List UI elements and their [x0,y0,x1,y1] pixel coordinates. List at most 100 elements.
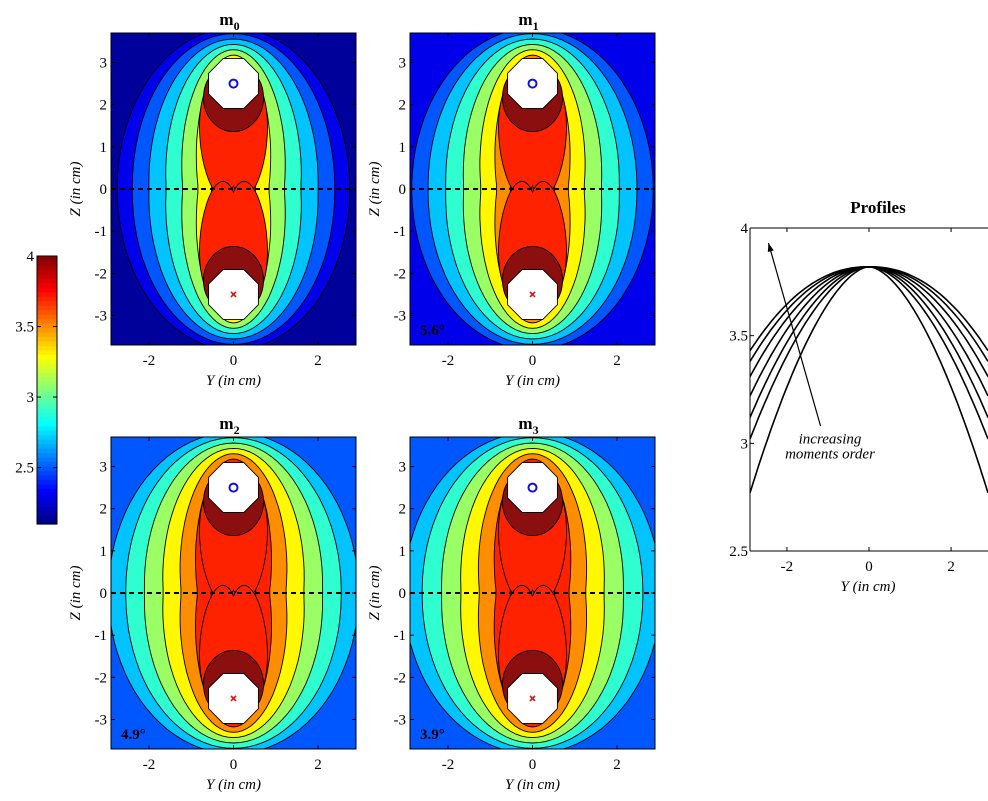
colorbar-segment [37,331,57,337]
y-tick-label: 1 [100,544,108,560]
x-tick-label: 0 [529,353,537,369]
angle-label: 4.9° [121,727,146,743]
y-tick-label: -3 [95,308,108,324]
colorbar-segment [37,479,57,485]
panel-title-subscript: 2 [234,423,240,437]
colorbar-segment [37,327,57,333]
y-tick-label: 3 [100,460,108,476]
x-tick-label: 2 [947,559,955,575]
y-tick-label: -1 [394,628,407,644]
x-axis-label: Y (in cm) [505,373,560,389]
angle-label: 3.9° [420,727,445,743]
annotation-arrowhead [767,243,774,253]
panel-title-subscript: 1 [533,19,539,33]
x-tick-label: 0 [230,353,238,369]
electrode-hole [507,58,558,109]
colorbar-segment [37,390,57,396]
y-tick-label: 0 [100,586,108,602]
electrode-cathode-marker [529,695,536,702]
x-tick-label: 2 [613,757,621,773]
profiles-x-axis-label: Y (in cm) [841,579,896,595]
colorbar-segment [37,519,57,525]
y-tick-label: -1 [95,224,108,240]
x-tick-label: -2 [442,353,455,369]
panel-title-main: m [518,10,532,29]
colorbar-segment [37,296,57,302]
y-tick-label: 3 [100,56,108,72]
electrode-hole [507,462,558,513]
panel-title-subscript: 0 [234,19,240,33]
x-tick-label: 2 [314,757,322,773]
colorbar-frame [36,255,58,525]
colorbar-tick-label: 2.5 [15,461,34,477]
panel-title-main: m [518,414,532,433]
y-tick-label: 3 [741,436,749,452]
profile-curve [750,266,988,352]
y-tick-label: 3 [399,460,407,476]
colorbar-segment [37,470,57,476]
y-tick-label: 2 [399,98,407,114]
colorbar-segment [37,260,57,266]
panel-title-subscript: 3 [533,423,539,437]
x-tick-label: 0 [230,757,238,773]
colorbar-segment [37,510,57,516]
y-tick-label: -2 [394,266,407,282]
colorbar-segment [37,457,57,463]
colorbar-segment [37,264,57,270]
electrode-cathode-marker [529,291,536,298]
panel-title: m0 [219,10,239,33]
colorbar-segment [37,425,57,431]
colorbar-segment [37,367,57,373]
y-tick-label: 4 [741,221,749,237]
colorbar-segment [37,448,57,454]
colorbar-segment [37,300,57,306]
colorbar-segment [37,376,57,382]
y-tick-label: -2 [394,670,407,686]
colorbar-segment [37,465,57,471]
profiles-title: Profiles [850,198,906,217]
colorbar-segment [37,407,57,413]
panel-m3 [410,437,655,749]
y-tick-label: 2 [100,502,108,518]
colorbar-segment [37,282,57,288]
y-axis-label: Z (in cm) [367,566,383,621]
y-tick-label: -1 [95,628,108,644]
y-axis-label: Z (in cm) [68,162,84,217]
y-tick-label: 1 [100,140,108,156]
colorbar-segment [37,506,57,512]
colorbar-segment [37,358,57,364]
colorbar-segment [37,421,57,427]
colorbar-segment [37,256,57,262]
colorbar-segment [37,461,57,467]
x-tick-label: -2 [442,757,455,773]
y-tick-label: -2 [95,266,108,282]
y-tick-label: 1 [399,140,407,156]
colorbar-segment [37,439,57,445]
colorbar: 2.5 3 3.5 4 [15,249,58,525]
colorbar-tick-label: 4 [27,249,35,265]
colorbar-segment [37,403,57,409]
y-tick-label: -2 [95,670,108,686]
colorbar-segment [37,349,57,355]
colorbar-segment [37,412,57,418]
electrode-hole [208,58,259,109]
y-tick-label: 0 [100,182,108,198]
angle-label: 5.6° [420,323,445,339]
colorbar-tick-label: 3.5 [15,320,34,336]
y-tick-label: 2 [399,502,407,518]
colorbar-segment [37,381,57,387]
annotation-line-1: increasing [799,431,862,447]
y-tick-label: -3 [394,712,407,728]
x-tick-label: 2 [314,353,322,369]
panel-m2 [111,437,356,749]
y-tick-label: 0 [399,182,407,198]
colorbar-segment [37,385,57,391]
y-tick-label: -3 [394,308,407,324]
y-tick-label: -3 [95,712,108,728]
colorbar-segment [37,483,57,489]
y-tick-label: 1 [399,544,407,560]
